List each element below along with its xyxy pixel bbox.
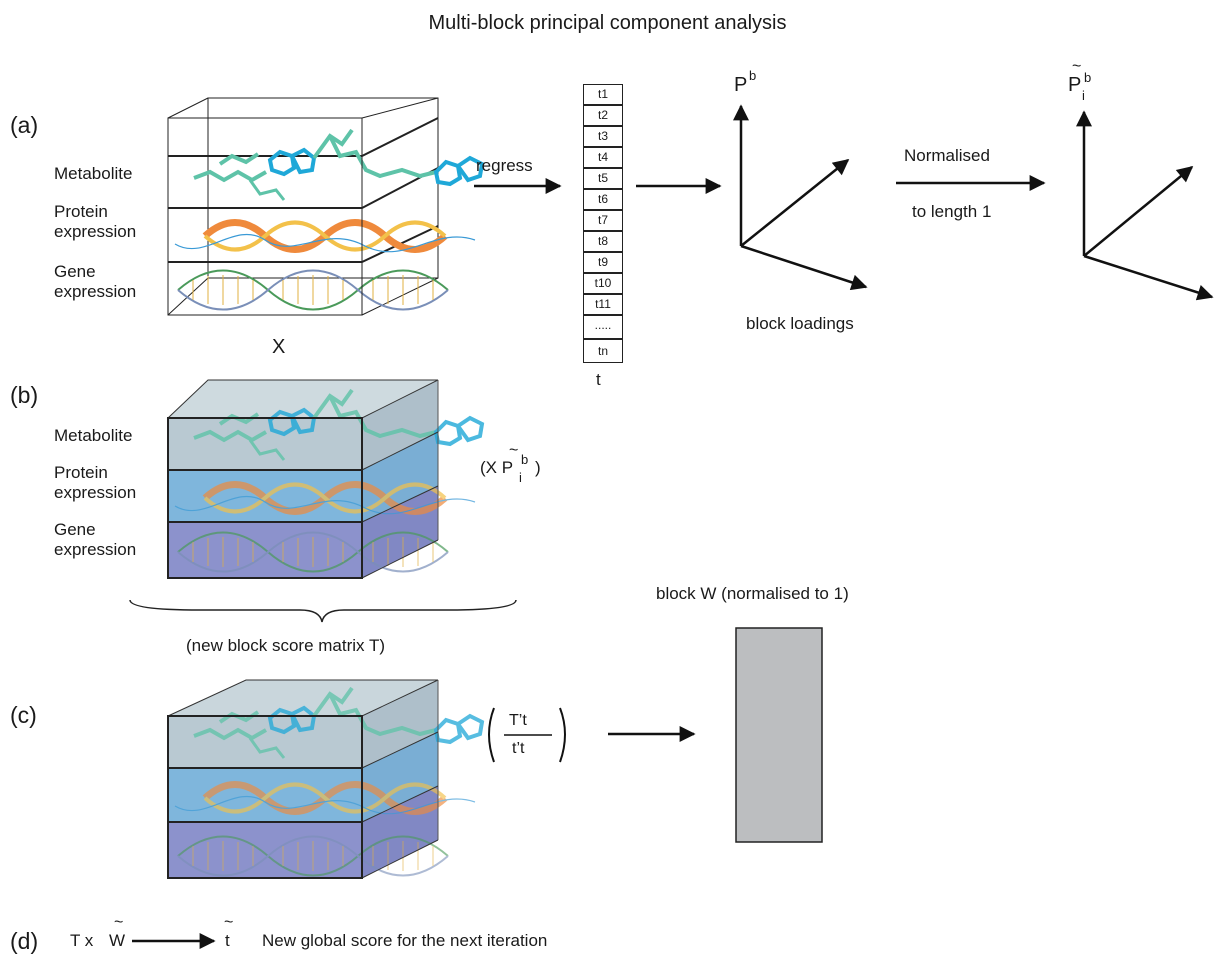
fraction-denominator: t’t xyxy=(512,740,525,757)
cube-c xyxy=(167,679,484,879)
score-cell: ..... xyxy=(583,315,623,339)
loadings-axis-sup: b xyxy=(749,68,757,83)
layer-label-protein-b: Protein expression xyxy=(54,463,137,502)
global-score-text: New global score for the next iteration xyxy=(262,931,548,950)
layer-label-metabolite-b: Metabolite xyxy=(54,426,133,445)
global-lhs: T x xyxy=(70,931,94,950)
fraction-close-paren xyxy=(559,707,566,763)
panel-label-b: (b) xyxy=(10,382,39,408)
normalise-label-1: Normalised xyxy=(904,146,990,165)
score-cell: t9 xyxy=(583,252,623,273)
matrix-label-x: X xyxy=(272,336,286,358)
score-cell: t5 xyxy=(583,168,623,189)
cube-a xyxy=(167,97,484,316)
cube-b xyxy=(166,379,484,579)
global-t-tilde: ~ xyxy=(224,914,234,931)
normalised-axes xyxy=(1076,110,1214,301)
score-cell: t11 xyxy=(583,294,623,315)
brace-b xyxy=(129,599,517,623)
score-cell: tn xyxy=(583,339,623,363)
diagram-title: Multi-block principal component analysis xyxy=(428,12,787,34)
norm-axis-tilde: ~ xyxy=(1072,58,1082,75)
layer-label-gene-a: Gene expression xyxy=(54,262,137,301)
norm-axis-sub: i xyxy=(1082,88,1085,103)
panel-label-a: (a) xyxy=(10,112,39,138)
score-cell: t1 xyxy=(583,84,623,105)
normalise-label-2: to length 1 xyxy=(912,202,992,221)
score-cell: t7 xyxy=(583,210,623,231)
score-cell: t3 xyxy=(583,126,623,147)
fraction-open-paren xyxy=(488,707,495,763)
score-cell: t10 xyxy=(583,273,623,294)
layer-label-gene-b: Gene expression xyxy=(54,520,137,559)
brace-caption: (new block score matrix T) xyxy=(186,636,386,655)
product-open: (X P xyxy=(480,458,514,477)
product-tilde: ~ xyxy=(509,442,519,459)
loadings-caption: block loadings xyxy=(746,314,854,333)
norm-axis-sup: b xyxy=(1084,70,1092,85)
score-label-t: t xyxy=(596,370,601,389)
product-sub: i xyxy=(519,470,522,485)
regress-label: regress xyxy=(476,156,533,175)
score-cell: t6 xyxy=(583,189,623,210)
loadings-axis-label: P xyxy=(734,74,748,96)
global-w-tilde: ~ xyxy=(114,914,124,931)
block-w-rect xyxy=(735,627,823,843)
score-cell: t2 xyxy=(583,105,623,126)
fraction-numerator: T’t xyxy=(509,712,527,729)
global-w: W xyxy=(109,931,126,950)
score-cell: t4 xyxy=(583,147,623,168)
panel-label-c: (c) xyxy=(10,702,37,728)
layer-label-protein-a: Protein expression xyxy=(54,202,137,241)
product-close: ) xyxy=(535,458,541,477)
loadings-axes xyxy=(733,104,868,291)
norm-axis-label: P xyxy=(1068,74,1082,96)
global-t: t xyxy=(225,931,230,950)
layer-label-metabolite-a: Metabolite xyxy=(54,164,133,183)
block-w-caption: block W (normalised to 1) xyxy=(656,584,849,603)
score-cell: t8 xyxy=(583,231,623,252)
product-sup: b xyxy=(521,452,529,467)
panel-label-d: (d) xyxy=(10,928,39,954)
